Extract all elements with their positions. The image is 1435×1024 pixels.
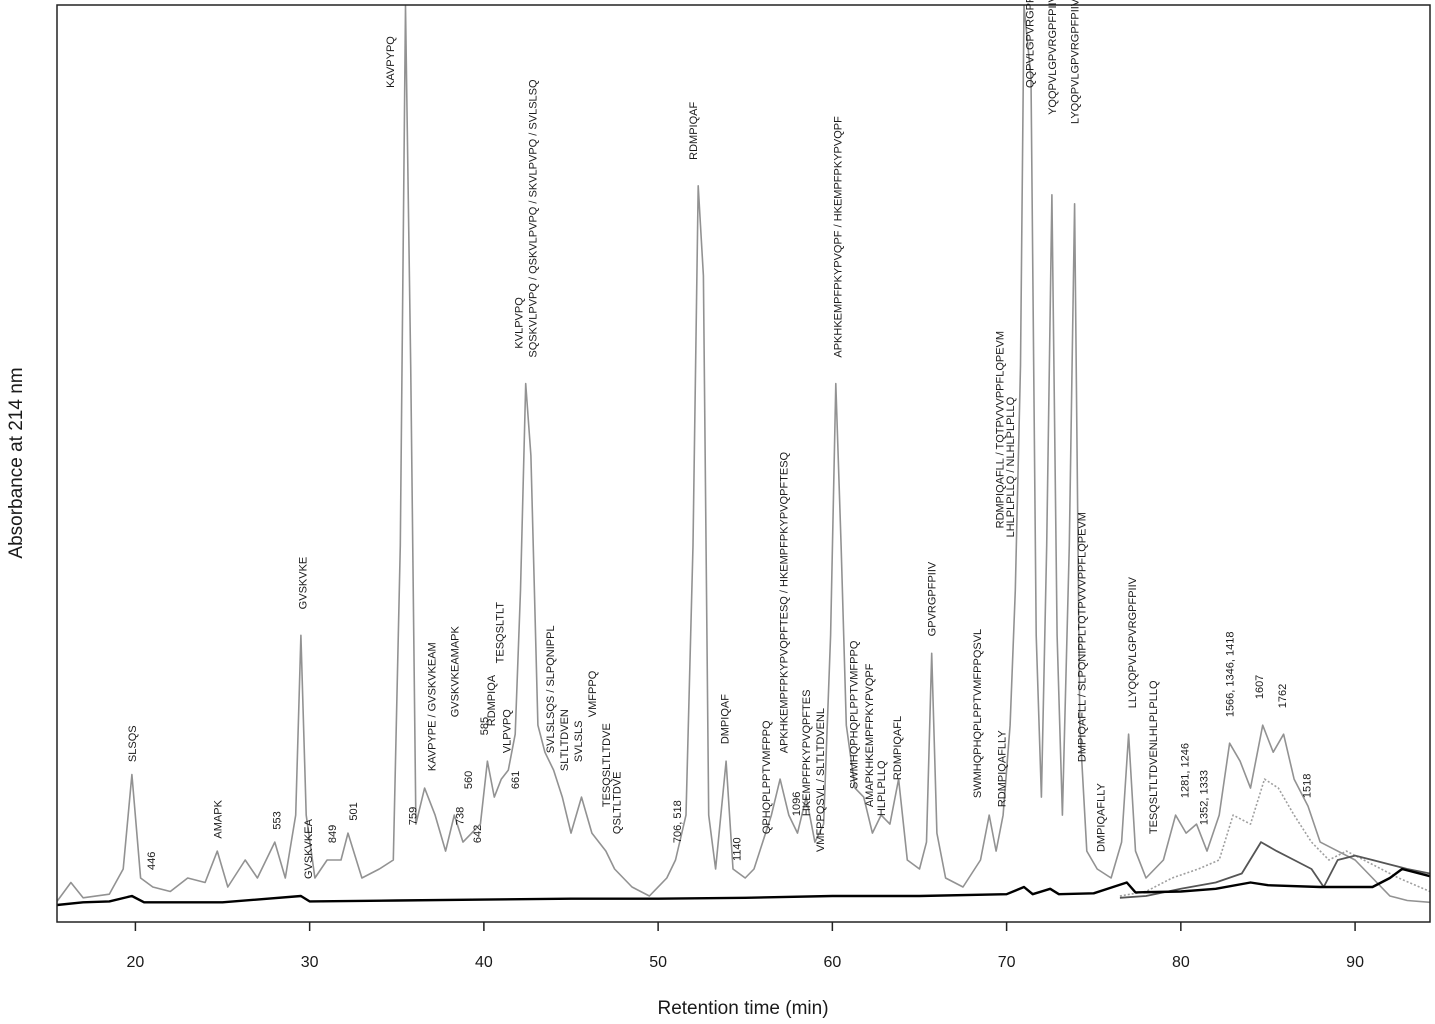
peak-label: SWMHQPHQPLPPTVMFPPQSVL xyxy=(972,629,984,798)
peak-label: DMPIQAFLLY xyxy=(1096,782,1108,852)
x-tick-label: 70 xyxy=(998,954,1016,971)
peak-label: 446 xyxy=(146,852,158,870)
peak-label: HLPLPLLQ xyxy=(876,760,888,816)
peak-label: VMFPPQ xyxy=(587,670,599,717)
peak-label: SWMHQPHQPLPPTVMFPPQ xyxy=(848,640,860,789)
peak-label: KVLPVPQ xyxy=(514,297,526,349)
peak-label: 849 xyxy=(327,825,339,843)
y-axis-label: Absorbance at 214 nm xyxy=(6,367,27,558)
peak-label: AMAPKHKEMPFPKYPVQPF xyxy=(864,663,876,807)
peak-label: APKHKEMPFPKYPVQPFTESQ / HKEMPFPKYPVQPFTE… xyxy=(779,451,791,753)
trace-dark-2 xyxy=(1119,841,1431,899)
trace-gray-0 xyxy=(56,5,1431,904)
peak-label: SVLSLSQS / SLPQNIPPL xyxy=(545,625,557,753)
peak-label: 1518 xyxy=(1301,774,1313,798)
peak-label: GVSKVKE xyxy=(298,557,310,610)
peak-label: SLTLTDVEN xyxy=(559,709,571,771)
peak-label: KAVPYPE / GVSKVKEAM xyxy=(427,642,439,771)
peak-label: 1762 xyxy=(1277,684,1289,708)
peak-label: HKEMPFPKYPVQPFTES xyxy=(801,690,813,817)
peak-label: QPHQPLPPTVMFPPQ xyxy=(761,720,773,834)
peak-label: 738 xyxy=(454,807,466,825)
peak-label: KAVPYPQ xyxy=(385,36,397,88)
peak-label: 1281, 1246 xyxy=(1179,743,1191,798)
peak-label: 642 xyxy=(472,825,484,843)
peak-label: DMPIQAFLL / SLPQNIPPLTQTPVVVPPFLQPEVM xyxy=(1077,512,1089,762)
peak-label: 560 xyxy=(463,771,475,789)
x-axis-ticks: 20 30 40 50 60 70 80 90 xyxy=(127,922,1364,971)
peak-label: SLSQS xyxy=(127,725,139,762)
peak-label: 1096 xyxy=(791,792,803,816)
peak-label: 585 xyxy=(479,717,491,735)
peak-label: GPVRGPFPIIV xyxy=(927,561,939,636)
peak-label: LHLPLPLLQ / NLHLPLPLLQ xyxy=(1005,396,1017,537)
plot-area xyxy=(56,5,1431,907)
x-tick-label: 30 xyxy=(301,954,319,971)
peak-label: VLPVPQ xyxy=(501,709,513,753)
plot-frame xyxy=(56,4,1431,923)
peak-label: SQSKVLPVPQ / QSKVLPVPQ / SKVLPVPQ / SVLS… xyxy=(528,79,540,358)
trace-black-3 xyxy=(56,867,1431,907)
peak-label: GVSKVKEA xyxy=(303,818,315,879)
peak-label: 759 xyxy=(407,807,419,825)
peak-label: AMAPK xyxy=(212,799,224,838)
peak-label: LLYQQPVLGPVRGPFPIIV xyxy=(1127,576,1139,708)
peak-label: 1140 xyxy=(732,837,744,861)
peak-label: 1566, 1346, 1418 xyxy=(1225,632,1237,718)
peak-label: 706, 518 xyxy=(672,800,684,843)
peak-label: RDMPIQAFLL / TQTPVVVPPFLQPEVM xyxy=(995,331,1007,528)
x-axis-label: Retention time (min) xyxy=(657,998,828,1019)
peak-label: 1352, 1333 xyxy=(1198,770,1210,825)
peak-label: RDMPIQAFL xyxy=(892,716,904,780)
x-tick-label: 20 xyxy=(127,954,145,971)
peak-label: YQQPVLGPVRGPFPIIV xyxy=(1047,0,1059,115)
peak-label: RDMPIQA xyxy=(486,674,498,726)
x-tick-label: 60 xyxy=(823,954,841,971)
x-tick-label: 90 xyxy=(1346,954,1364,971)
peak-label: 661 xyxy=(510,771,522,789)
peak-label: DMPIQAF xyxy=(719,694,731,744)
peak-label: 1607 xyxy=(1254,675,1266,699)
peak-label: QSLTLTDVE xyxy=(611,772,623,835)
peak-label: APKHKEMPFPKYPVQPF / HKEMPFPKYPVQPF xyxy=(833,116,845,358)
peak-label: RDMPIQAFLLY xyxy=(996,730,1008,807)
peak-label: 553 xyxy=(271,811,283,829)
peak-labels: SLSQS 446 AMAPK 553 GVSKVKE GVSKVKEA 849 501 KAV… xyxy=(127,0,1313,879)
trace-dotted-1 xyxy=(1119,778,1431,897)
peak-label: SVLSLS xyxy=(573,721,585,763)
peak-label: QQPVLGPVRGPFPIIV / DVENLHPLPLLQ xyxy=(1024,0,1036,88)
peak-label: TESQSLTLT xyxy=(495,602,507,664)
peak-label: RDMPIQAF xyxy=(688,101,700,159)
peak-label: TESQSLTLTDVE xyxy=(601,723,613,807)
x-tick-label: 80 xyxy=(1172,954,1190,971)
peak-label: TESQSLTLTDVENLHLPLPLLQ xyxy=(1148,680,1160,834)
peak-label: GVSKVKEAMAPK xyxy=(449,625,461,717)
peak-label: LYQQPVLGPVRGPFPIIV xyxy=(1070,0,1082,124)
x-tick-label: 40 xyxy=(475,954,493,971)
x-tick-label: 50 xyxy=(649,954,667,971)
peak-label: VMFPPQSVL / SLTLTDVENL xyxy=(815,708,827,852)
peak-label: 501 xyxy=(348,802,360,820)
